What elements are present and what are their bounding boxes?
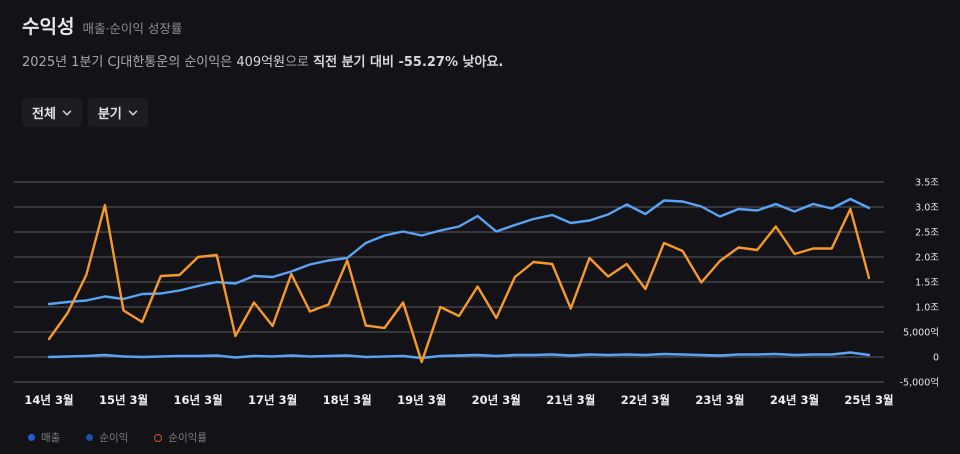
net-margin-line bbox=[47, 203, 871, 364]
revenue-line bbox=[47, 197, 871, 306]
revenue-income-chart[interactable]: 3.5조 3.0조 2.5조 2.0조 1.5조 1.0조 5,000억 0 -5,000억 14… bbox=[0, 165, 960, 415]
summary-amount: 409억원 bbox=[236, 55, 286, 70]
x-tick-label: 19년 3월 bbox=[397, 393, 446, 407]
x-tick-label: 25년 3월 bbox=[844, 393, 893, 407]
x-tick-label: 16년 3월 bbox=[174, 393, 223, 407]
net-income-line bbox=[47, 351, 871, 360]
legend-item-net-margin[interactable]: 순이익률 bbox=[154, 430, 207, 445]
range-dropdown[interactable]: 전체 bbox=[22, 98, 82, 127]
chevron-down-icon bbox=[62, 109, 72, 116]
x-tick-label: 14년 3월 bbox=[24, 393, 73, 407]
legend-dot-net-income bbox=[86, 434, 94, 441]
legend-label-net-margin: 순이익률 bbox=[168, 432, 207, 444]
y-tick-label: -5,000억 bbox=[900, 377, 939, 389]
y-tick-label: 2.5조 bbox=[915, 228, 939, 239]
y-tick-label: 3.5조 bbox=[915, 178, 939, 189]
y-tick-label: 5,000억 bbox=[903, 327, 939, 339]
legend-label-revenue: 매출 bbox=[41, 432, 61, 444]
x-tick-label: 23년 3월 bbox=[695, 393, 744, 407]
period-dropdown[interactable]: 분기 bbox=[87, 98, 148, 127]
y-tick-label: 0 bbox=[933, 353, 939, 364]
page-subtitle: 매출·순이익 성장률 bbox=[82, 21, 183, 36]
legend-dot-net-margin bbox=[154, 433, 163, 442]
summary-middle: 으로 bbox=[285, 55, 314, 70]
title-row: 수익성 매출·순이익 성장률 bbox=[22, 12, 182, 39]
summary-prefix: 2025년 1분기 CJ대한통운의 순이익은 bbox=[22, 55, 237, 70]
chevron-down-icon bbox=[128, 109, 138, 116]
x-tick-label: 20년 3월 bbox=[472, 393, 521, 407]
legend-dot-revenue bbox=[28, 434, 35, 441]
legend-item-net-income[interactable]: 순이익 bbox=[86, 430, 128, 445]
x-tick-label: 15년 3월 bbox=[99, 393, 148, 407]
y-tick-label: 2.0조 bbox=[915, 253, 939, 264]
x-tick-label: 18년 3월 bbox=[323, 393, 372, 407]
legend-label-net-income: 순이익 bbox=[99, 432, 129, 444]
filter-bar: 전체 분기 bbox=[22, 98, 148, 127]
y-tick-label: 3.0조 bbox=[915, 203, 939, 214]
summary-emphasis: 직전 분기 대비 -55.27% 낮아요. bbox=[313, 55, 504, 70]
x-tick-label: 24년 3월 bbox=[770, 393, 819, 407]
chart-legend: 매출 순이익 순이익률 bbox=[28, 430, 207, 445]
page-title: 수익성 bbox=[22, 16, 75, 38]
period-dropdown-label: 분기 bbox=[97, 107, 122, 122]
summary-text: 2025년 1분기 CJ대한통운의 순이익은 409억원으로 직전 분기 대비 … bbox=[22, 51, 503, 70]
y-tick-label: 1.5조 bbox=[915, 278, 939, 289]
legend-item-revenue[interactable]: 매출 bbox=[28, 430, 60, 445]
x-tick-label: 17년 3월 bbox=[248, 393, 297, 407]
range-dropdown-label: 전체 bbox=[32, 107, 56, 122]
y-tick-label: 1.0조 bbox=[915, 303, 939, 314]
x-tick-label: 21년 3월 bbox=[546, 393, 595, 407]
x-tick-label: 22년 3월 bbox=[621, 393, 670, 407]
